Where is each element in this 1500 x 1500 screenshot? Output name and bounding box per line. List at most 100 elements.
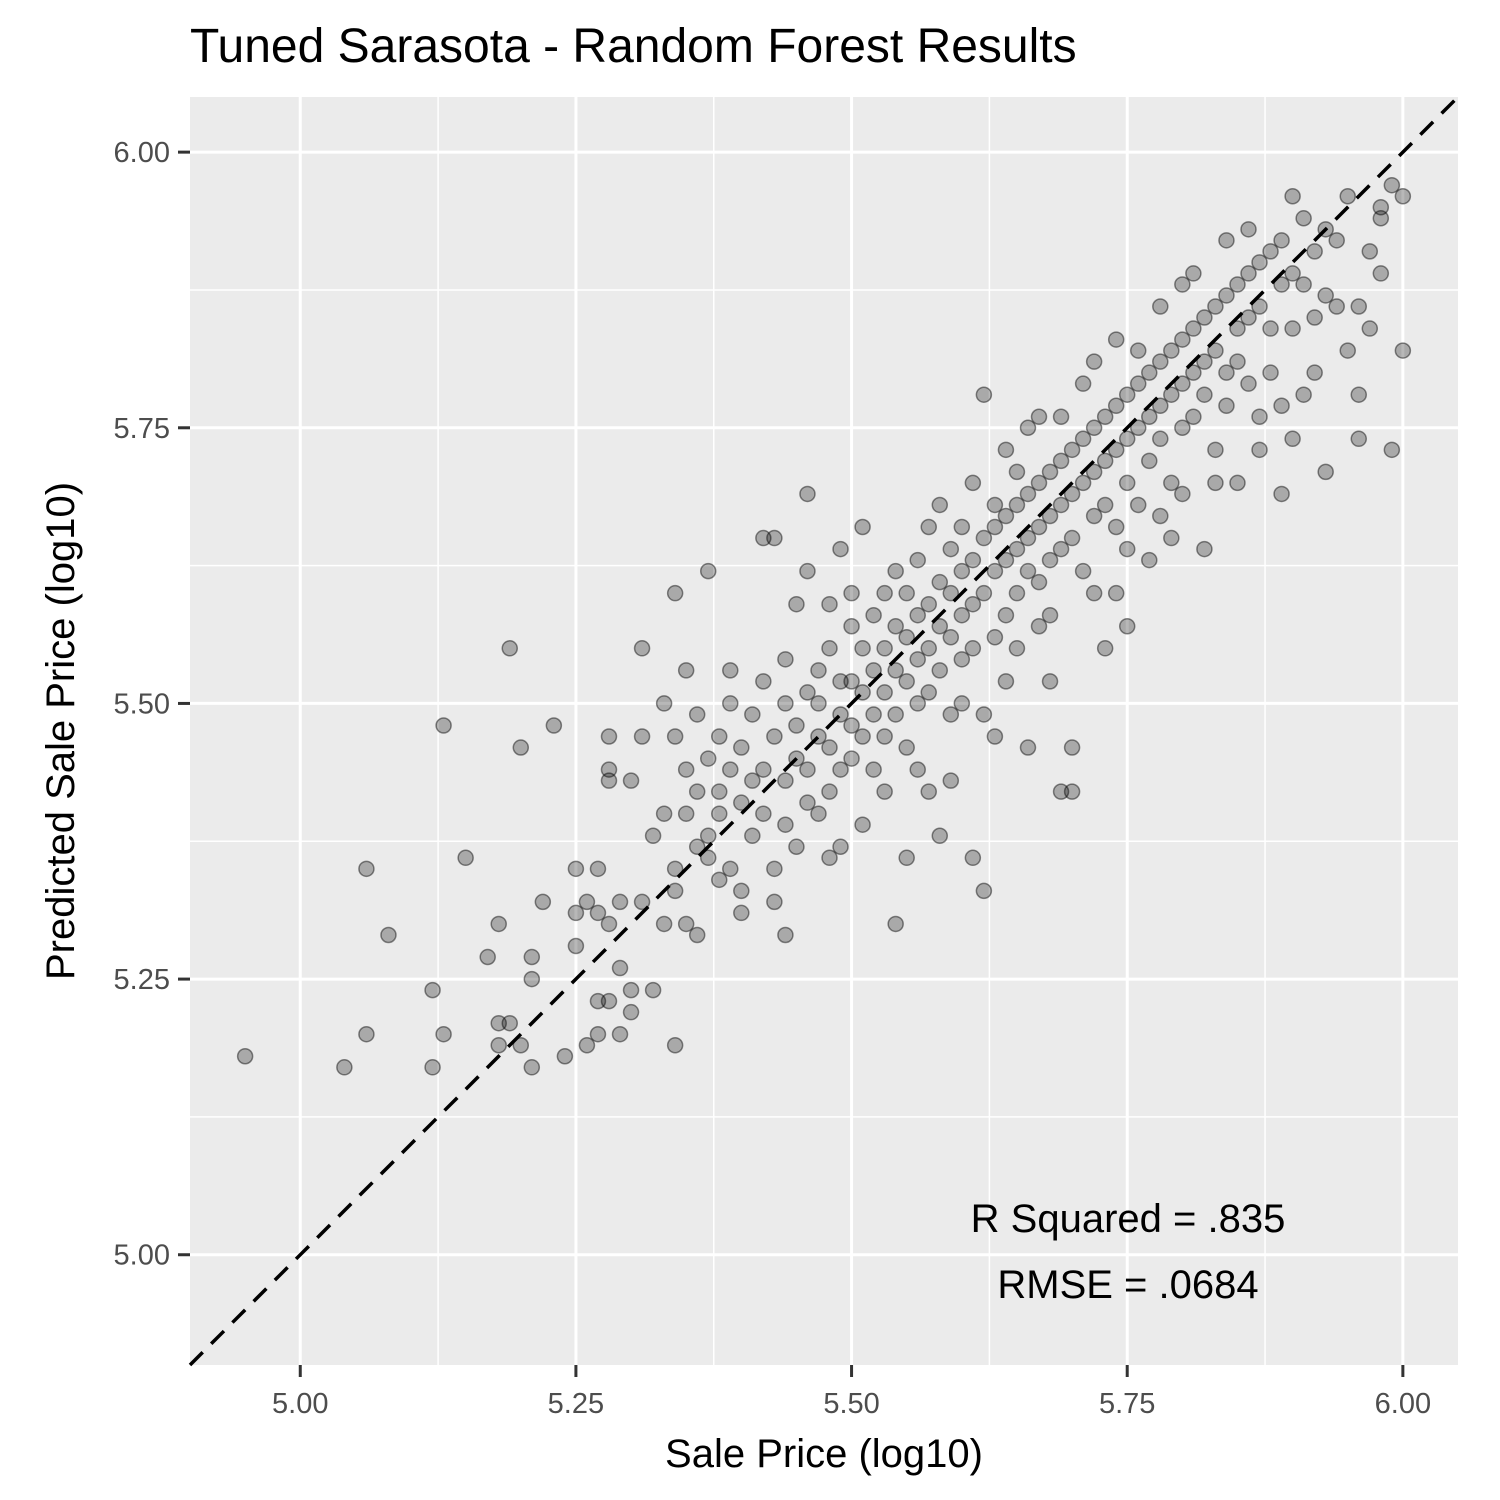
data-point <box>1350 430 1368 448</box>
data-point <box>810 805 827 822</box>
data-point <box>1273 397 1290 414</box>
data-point <box>1218 364 1235 381</box>
data-point <box>666 882 684 900</box>
data-point <box>1185 320 1202 337</box>
data-point <box>578 893 596 911</box>
data-point <box>1096 496 1114 514</box>
data-point <box>1030 573 1048 591</box>
data-point <box>1218 287 1235 304</box>
data-point <box>479 948 496 966</box>
data-point <box>865 706 882 723</box>
data-point <box>556 1048 574 1065</box>
data-point <box>799 684 816 701</box>
data-point <box>843 717 860 734</box>
data-point <box>1063 485 1081 503</box>
data-point <box>887 662 904 679</box>
data-point <box>1107 441 1125 459</box>
data-point <box>1085 507 1103 525</box>
data-point <box>567 937 585 955</box>
data-point <box>1141 364 1158 381</box>
x-tick-label: 5.00 <box>272 1388 328 1420</box>
data-point <box>1052 783 1070 800</box>
data-point <box>1085 463 1103 481</box>
data-point <box>887 618 904 635</box>
data-point <box>821 739 838 756</box>
data-point <box>1085 353 1103 370</box>
data-point <box>633 893 651 911</box>
data-point <box>964 640 982 657</box>
data-point <box>1218 397 1235 414</box>
data-point <box>953 518 971 536</box>
data-point <box>1383 441 1401 459</box>
data-point <box>799 761 816 778</box>
data-point <box>876 783 893 800</box>
data-point <box>490 915 507 933</box>
data-point <box>942 629 960 646</box>
data-point <box>1008 640 1026 657</box>
data-point <box>744 706 761 723</box>
y-tick-label: 5.50 <box>114 688 170 720</box>
data-point <box>1129 342 1147 359</box>
data-point <box>666 860 684 878</box>
data-point <box>865 761 882 778</box>
data-point <box>1096 408 1114 426</box>
data-point <box>1063 783 1081 800</box>
data-point <box>677 915 695 933</box>
data-point <box>1317 463 1334 481</box>
data-point <box>821 849 838 867</box>
data-point <box>1328 232 1345 249</box>
data-point <box>1063 739 1081 756</box>
data-point <box>953 695 971 712</box>
data-point <box>666 584 684 602</box>
data-point <box>688 783 706 800</box>
data-point <box>722 860 739 878</box>
data-point <box>336 1059 353 1076</box>
data-point <box>1118 430 1136 448</box>
y-tick-label: 6.00 <box>114 137 170 169</box>
data-point <box>1163 386 1180 403</box>
data-point <box>975 529 993 547</box>
data-point <box>711 728 728 745</box>
data-point <box>490 1036 507 1054</box>
data-point <box>1284 187 1301 205</box>
data-point <box>1008 584 1026 602</box>
data-point <box>975 706 993 723</box>
rmse-annotation: RMSE = .0684 <box>997 1263 1258 1307</box>
data-point <box>1251 441 1268 459</box>
data-point <box>501 1014 519 1032</box>
data-point <box>688 926 706 944</box>
data-point <box>744 827 761 844</box>
data-point <box>1052 452 1070 470</box>
data-point <box>755 673 772 690</box>
data-point <box>1251 254 1268 271</box>
data-point <box>1074 562 1092 580</box>
data-point <box>843 750 860 767</box>
data-point <box>1096 640 1114 657</box>
data-point <box>600 728 618 745</box>
minor-gridlines <box>190 97 1458 1365</box>
data-point <box>975 584 993 602</box>
data-point <box>1141 408 1158 426</box>
data-point <box>666 728 684 745</box>
data-point <box>1052 540 1070 558</box>
data-point <box>1019 529 1037 547</box>
data-point <box>600 915 618 933</box>
chart-title: Tuned Sarasota - Random Forest Results <box>190 20 1077 73</box>
data-point <box>876 684 893 701</box>
data-point <box>1052 408 1070 426</box>
data-point <box>931 573 949 591</box>
data-point <box>633 640 651 657</box>
data-point <box>1273 485 1290 503</box>
data-point <box>1350 386 1368 403</box>
data-point <box>1295 210 1312 227</box>
data-point <box>788 595 805 613</box>
data-point <box>1163 342 1180 359</box>
data-point <box>931 618 949 635</box>
data-point <box>1063 529 1081 547</box>
data-point <box>986 562 1004 580</box>
data-point <box>1030 618 1048 635</box>
data-point <box>490 1014 507 1032</box>
data-point <box>622 981 640 999</box>
data-point <box>1185 265 1202 282</box>
data-point <box>920 684 937 701</box>
